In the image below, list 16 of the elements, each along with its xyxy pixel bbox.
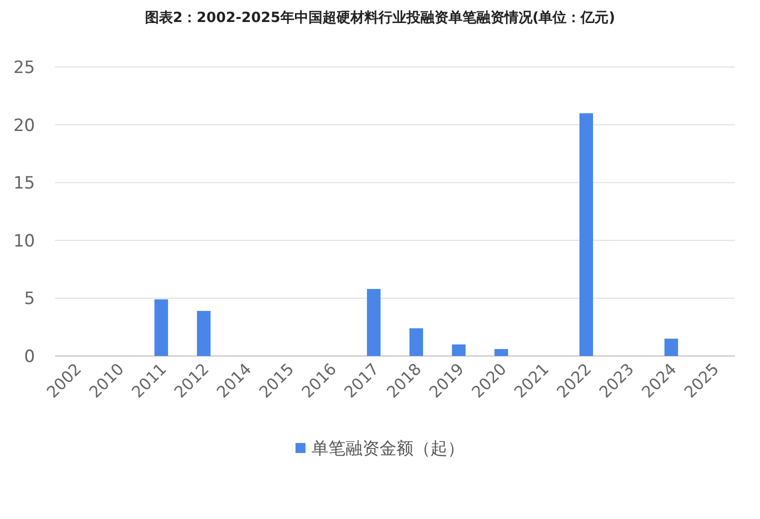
y-tick-label: 10 xyxy=(13,231,35,252)
y-tick-label: 15 xyxy=(13,174,35,194)
bar xyxy=(452,344,466,356)
bar xyxy=(579,113,594,356)
y-tick-label: 20 xyxy=(13,116,35,136)
y-tick-label: 25 xyxy=(13,58,35,78)
y-tick-label: 0 xyxy=(24,347,35,367)
bar xyxy=(196,310,211,356)
bar xyxy=(366,288,381,356)
chart-title: 图表2：2002-2025年中国超硬材料行业投融资单笔融资情况(单位：亿元) xyxy=(144,10,616,26)
y-tick-label: 5 xyxy=(24,289,35,310)
legend-label: 单笔融资金额（起） xyxy=(312,439,464,459)
bar xyxy=(664,338,678,356)
bar xyxy=(494,349,508,356)
bar xyxy=(409,328,424,356)
bar xyxy=(154,299,168,356)
